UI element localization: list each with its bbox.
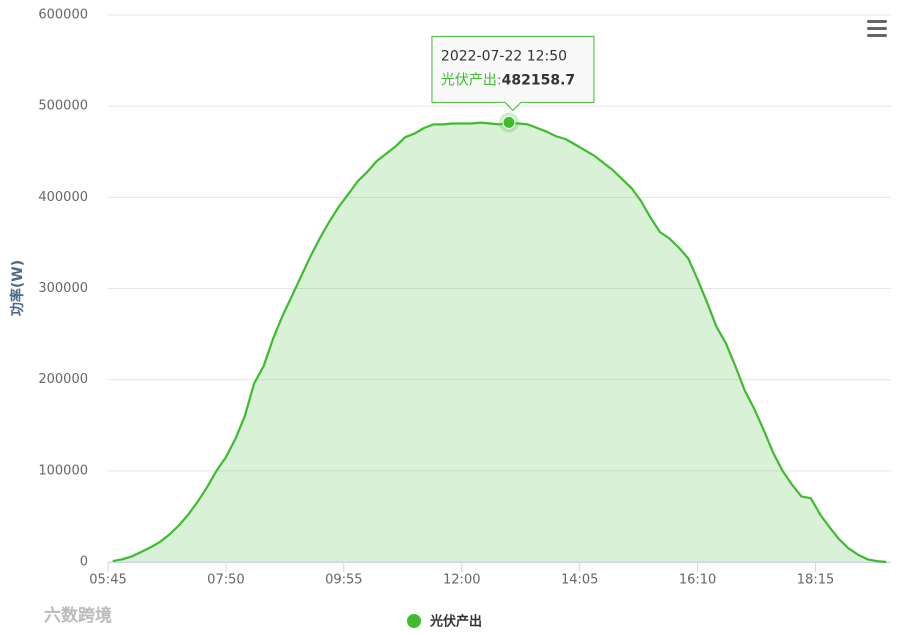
- x-tick-label: 05:45: [89, 573, 126, 588]
- tooltip-title: 2022-07-22 12:50: [441, 48, 567, 64]
- y-tick-label: 0: [80, 555, 88, 570]
- x-tick-label: 18:15: [797, 573, 834, 588]
- y-tick-label: 600000: [38, 8, 88, 23]
- y-tick-label: 300000: [38, 281, 88, 296]
- y-axis-title: 功率(W): [9, 260, 26, 316]
- line: [112, 121, 887, 564]
- legend-marker: [407, 614, 421, 628]
- x-tick-label: 07:50: [207, 573, 244, 588]
- menu-bar: [867, 20, 887, 23]
- legend-item[interactable]: 光伏产出: [407, 614, 482, 630]
- tooltip-box: [431, 35, 595, 112]
- y-tick-label: 400000: [38, 190, 88, 205]
- legend-label: 光伏产出: [429, 614, 482, 630]
- y-tick-label: 200000: [38, 372, 88, 387]
- area: [112, 122, 887, 563]
- x-tick-label: 16:10: [679, 573, 716, 588]
- tooltip-label: 光伏产出:: [441, 72, 502, 88]
- menu-icon[interactable]: [867, 20, 887, 37]
- point: [502, 115, 516, 129]
- y-tick-label: 100000: [38, 463, 88, 478]
- x-tick-label: 12:00: [443, 573, 480, 588]
- menu-bar: [867, 34, 887, 37]
- tooltip-row: 光伏产出:482158.7: [441, 72, 575, 88]
- x-tick-label: 09:55: [325, 573, 362, 588]
- watermark: 六数跨境: [44, 605, 112, 626]
- y-tick-label: 500000: [38, 99, 88, 114]
- menu-bar: [867, 27, 887, 30]
- x-tick-label: 14:05: [561, 573, 598, 588]
- tooltip-value: 482158.7: [502, 72, 576, 88]
